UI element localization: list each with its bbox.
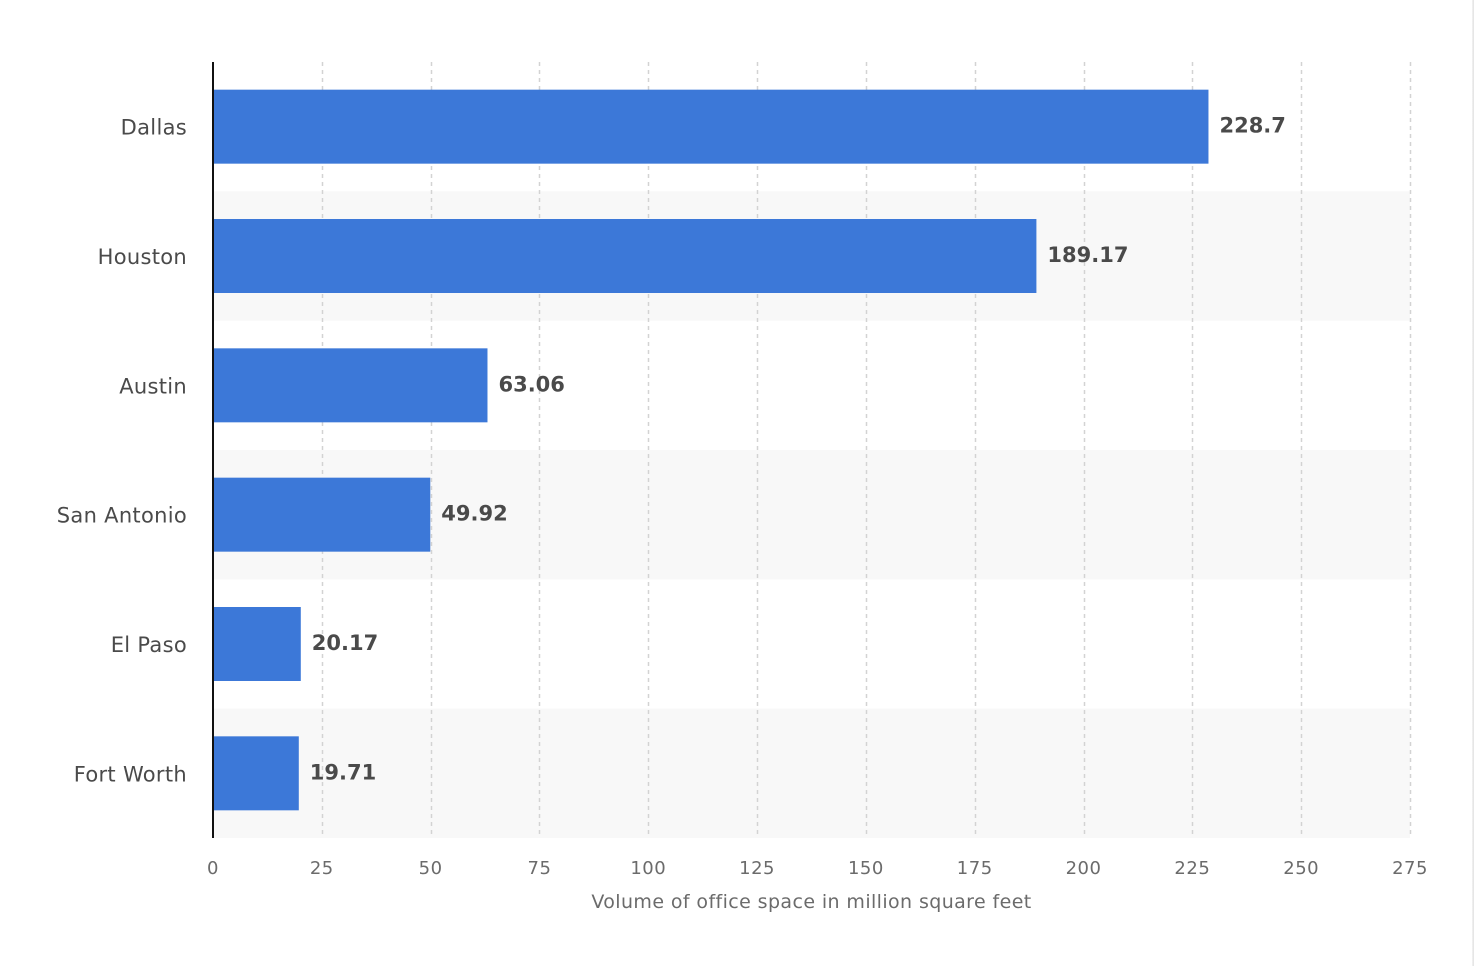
bar[interactable] bbox=[213, 607, 301, 681]
category-label: El Paso bbox=[111, 633, 187, 657]
x-tick-label: 125 bbox=[739, 858, 775, 879]
x-tick-label: 225 bbox=[1174, 858, 1210, 879]
value-label: 63.06 bbox=[498, 372, 564, 396]
x-tick-label: 250 bbox=[1283, 858, 1319, 879]
x-tick-labels: 0 25 50 75 100 125 150 175 200 225 250 275 bbox=[207, 858, 1428, 879]
x-tick-label: 25 bbox=[310, 858, 334, 879]
x-tick-label: 200 bbox=[1066, 858, 1102, 879]
value-label: 189.17 bbox=[1047, 243, 1128, 267]
x-axis-title: Volume of office space in million square… bbox=[591, 891, 1031, 913]
category-label: Dallas bbox=[121, 116, 187, 140]
row-bands bbox=[213, 191, 1410, 838]
x-tick-label: 50 bbox=[419, 858, 443, 879]
value-label: 19.71 bbox=[310, 760, 376, 784]
x-tick-label: 0 bbox=[207, 858, 219, 879]
value-labels: 228.7 189.17 63.06 49.92 20.17 19.71 bbox=[310, 114, 1286, 785]
category-label: Austin bbox=[119, 374, 187, 398]
value-label: 49.92 bbox=[441, 502, 507, 526]
x-tick-label: 75 bbox=[528, 858, 552, 879]
category-label: Fort Worth bbox=[74, 762, 187, 786]
grid-lines bbox=[321, 62, 1412, 838]
bar[interactable] bbox=[213, 219, 1037, 293]
bar[interactable] bbox=[213, 89, 1209, 164]
bar[interactable] bbox=[213, 736, 299, 811]
x-tick-label: 100 bbox=[630, 858, 666, 879]
category-label: Houston bbox=[98, 245, 187, 269]
row-band bbox=[213, 708, 1410, 838]
x-tick-label: 175 bbox=[957, 858, 993, 879]
value-label: 20.17 bbox=[312, 631, 378, 655]
value-label: 228.7 bbox=[1219, 114, 1285, 138]
bar[interactable] bbox=[213, 348, 488, 423]
bar[interactable] bbox=[213, 477, 431, 552]
category-label: San Antonio bbox=[57, 504, 187, 528]
x-tick-label: 275 bbox=[1392, 858, 1428, 879]
x-tick-label: 150 bbox=[848, 858, 884, 879]
bars bbox=[213, 89, 1209, 811]
page-edge bbox=[1472, 0, 1474, 966]
category-labels: Dallas Houston Austin San Antonio El Paso For… bbox=[57, 116, 187, 787]
